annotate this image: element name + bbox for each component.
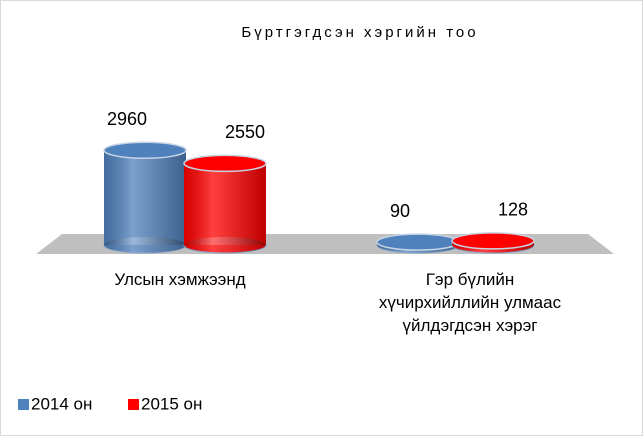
value-label: 2550	[225, 122, 265, 142]
cylinder	[103, 141, 187, 254]
value-label: 2960	[107, 109, 147, 129]
cylinder-top	[183, 154, 267, 173]
cylinder-top	[103, 141, 187, 160]
cylinder	[451, 232, 535, 254]
cylinder	[376, 233, 460, 254]
category-label: Гэр бүлийн хүчирхийллийн улмаас үйлдэгдс…	[378, 270, 562, 335]
value-label: 128	[498, 200, 528, 220]
cylinder-top	[451, 232, 535, 250]
chart-title: Бүртгэгдсэн хэргийн тоо	[241, 24, 478, 41]
cylinder-shade	[104, 150, 186, 245]
legend-swatch	[18, 399, 29, 410]
cylinder-shade	[184, 163, 266, 245]
value-label: 90	[390, 201, 410, 221]
category-label: Улсын хэмжээнд	[114, 270, 246, 289]
legend-swatch	[128, 399, 139, 410]
cylinder	[183, 154, 267, 254]
legend-label: 2014 он	[31, 394, 92, 413]
cylinder-top	[376, 233, 460, 251]
legend-label: 2015 он	[141, 394, 202, 413]
